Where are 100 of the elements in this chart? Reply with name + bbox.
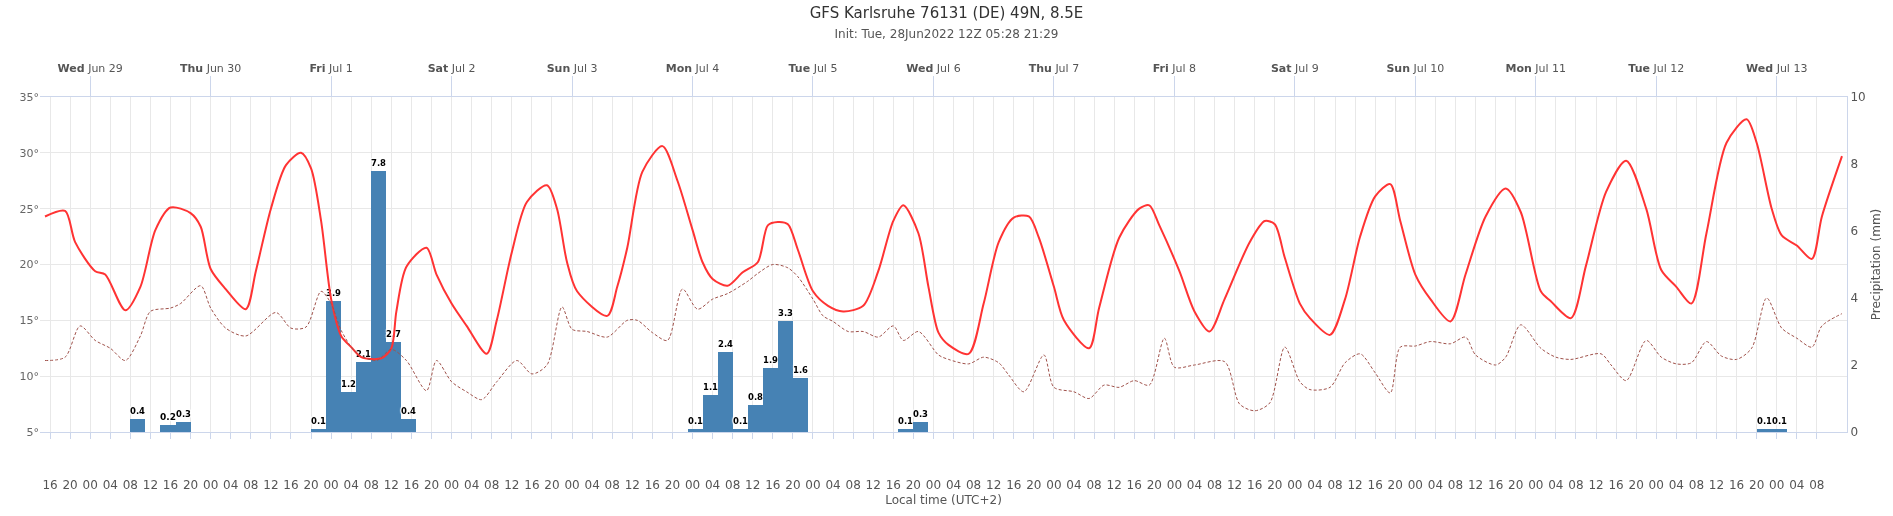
x-tick-label: 08 [845,478,861,493]
x-tick-label: 08 [604,478,620,493]
x-tick-label: 04 [1066,478,1082,493]
x-tick-label: 08 [122,478,138,493]
x-tick-label: 16 [403,478,420,493]
x2-tick-label: Sun Jul 10 [1386,61,1445,75]
x-tick-label: 12 [1226,478,1243,493]
x-tick-label: 00 [805,478,821,493]
x-tick-label: 04 [704,478,721,493]
x-tick-label: 00 [684,478,701,493]
x-tick-label: 20 [1387,478,1403,493]
y2-tick-label: 2 [1850,358,1859,373]
x-tick-label: 08 [1688,478,1705,493]
x-tick-label: 08 [725,478,741,493]
x-tick-label: 12 [504,478,520,493]
y-tick-label: 5° [26,425,39,439]
x-tick-label: 00 [1407,478,1423,493]
x-axis-title: Local time (UTC+2) [885,493,1002,508]
x-tick-label: 12 [624,478,640,493]
x-tick-label: 08 [363,478,379,493]
x-tick-label: 16 [1367,478,1383,493]
y-tick-label: 35° [19,90,39,104]
x-tick-label: 00 [1046,478,1062,493]
x-tick-label: 12 [865,478,881,493]
x-tick-label: 20 [785,478,801,493]
x-tick-label: 00 [1648,478,1664,493]
x-tick-label: 16 [1247,478,1263,493]
y2-tick-label: 0 [1850,425,1859,440]
x2-tick-label: Tue Jul 5 [788,61,838,75]
y-tick-label: 15° [19,314,39,328]
x-tick-label: 04 [1427,478,1444,493]
y2-tick-label: 6 [1850,224,1859,239]
data-label: 0.4 [401,406,417,417]
x-tick-label: 16 [1728,478,1745,493]
x-tick-label: 12 [1467,478,1484,493]
data-label: 1.9 [763,355,779,366]
x-tick-label: 04 [1186,478,1203,493]
bar [130,419,145,432]
x-tick-label: 16 [524,478,540,493]
x-tick-label: 00 [1166,478,1183,493]
x-tick-label: 20 [664,478,681,493]
x-tick-label: 00 [1287,478,1303,493]
data-label: 0.4 [130,406,146,417]
x-tick-label: 04 [1548,478,1564,493]
y2-axis-title: Precipitation (mm) [1868,208,1883,321]
data-label: 0.1 [733,416,749,427]
x-tick-label: 12 [986,478,1002,493]
data-label: 1.2 [341,379,357,390]
data-label: 1.6 [793,365,809,376]
x-tick-label: 04 [1307,478,1323,493]
data-label: 0.3 [913,409,929,420]
x-tick-label: 20 [905,478,922,493]
data-label: 0.8 [748,392,764,403]
x-tick-label: 00 [564,478,580,493]
x2-tick-label: Tue Jul 12 [1628,61,1685,75]
x-tick-label: 04 [945,478,962,493]
x-tick-label: 20 [544,478,560,493]
x-tick-label: 16 [1006,478,1022,493]
x2-tick-label: Sat Jul 2 [427,61,476,75]
x-tick-label: 12 [745,478,761,493]
x-tick-label: 12 [142,478,159,493]
chart-title: GFS Karlsruhe 76131 (DE) 49N, 8.5E [809,4,1084,23]
x2-tick-label: Mon Jul 4 [665,61,720,75]
x-tick-label: 12 [263,478,279,493]
x2-tick-label: Mon Jul 11 [1505,61,1567,75]
x-tick-label: 00 [1769,478,1785,493]
y-tick-label: 20° [19,258,39,272]
x-tick-label: 16 [42,478,58,493]
x-tick-label: 20 [1628,478,1644,493]
x-tick-label: 20 [182,478,199,493]
x2-tick-label: Sun Jul 3 [546,61,598,75]
x-tick-label: 16 [162,478,179,493]
data-label: 2.4 [718,339,734,350]
x-tick-label: 16 [1126,478,1142,493]
x-tick-label: 04 [102,478,118,493]
x-tick-label: 20 [423,478,440,493]
x-tick-label: 08 [243,478,259,493]
x-tick-label: 12 [383,478,399,493]
data-label: 7.8 [371,158,387,169]
x2-tick-label: Wed Jul 6 [906,61,961,75]
x-tick-label: 20 [303,478,319,493]
x-tick-label: 08 [1327,478,1343,493]
x-tick-label: 16 [1608,478,1624,493]
x-tick-label: 20 [1146,478,1162,493]
x-tick-label: 04 [584,478,600,493]
x-tick-label: 16 [1488,478,1504,493]
data-label: 0.1 [1772,416,1788,427]
x-tick-label: 16 [765,478,781,493]
x-tick-label: 12 [1588,478,1604,493]
x2-tick-label: Fri Jul 1 [309,61,353,75]
chart-subtitle: Init: Tue, 28Jun2022 12Z 05:28 21:29 [834,26,1059,41]
x-tick-label: 08 [965,478,982,493]
x-tick-label: 00 [203,478,219,493]
x-tick-label: 04 [343,478,359,493]
data-label: 0.1 [1757,416,1773,427]
x-tick-label: 20 [62,478,78,493]
x-tick-label: 04 [1789,478,1805,493]
x-tick-label: 00 [925,478,942,493]
x-tick-label: 00 [82,478,98,493]
x-tick-label: 16 [283,478,299,493]
